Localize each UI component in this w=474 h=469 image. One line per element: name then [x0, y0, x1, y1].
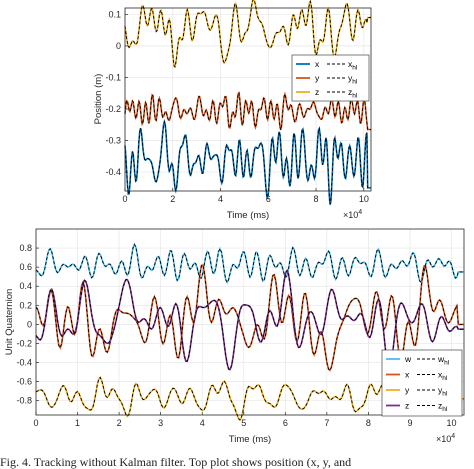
y-axis-label: Position (m)	[93, 74, 104, 125]
x-tick-label: 2	[117, 418, 122, 428]
legend-label-ref-y: yhl	[438, 385, 448, 398]
position-plot: 0 2 4 6 8 10 0.1 0 -0.1 -0.2 -0.3 -0.4 Time (ms) P…	[93, 0, 372, 221]
x-multiplier: ×104	[343, 209, 362, 220]
axes-box	[124, 7, 372, 192]
legend-label-y: y	[405, 385, 410, 395]
series-lines	[124, 0, 371, 205]
y-tick-label: -0.2	[16, 338, 32, 348]
reference-line-w	[35, 243, 464, 284]
legend-label-ref-y: yhl	[348, 73, 358, 86]
x-multiplier: ×104	[436, 433, 455, 444]
reference-line-z	[124, 0, 371, 68]
x-tick-label: 1	[75, 418, 80, 428]
legend-label-y: y	[315, 73, 320, 83]
legend-label-z: z	[405, 401, 409, 411]
x-axis-label: Time (ms)	[229, 434, 271, 445]
y-tick-label: 0	[116, 41, 121, 51]
legend-label-ref-x: xhl	[348, 59, 358, 72]
x-tick-label: 10	[447, 418, 457, 428]
y-tick-label: -0.4	[16, 358, 32, 368]
quaternion-plot: 0 1 2 3 4 5 6 7 8 9 10 0.8 0.6 0.4 0.2 0 -0.2 -0.4 -0.6 -0…	[4, 228, 465, 445]
x-tick-label: 2	[170, 194, 175, 204]
axes-box	[35, 228, 465, 416]
y-tick-label: -0.3	[105, 136, 121, 146]
reference-line-x	[35, 264, 464, 372]
y-axis-label: Unit Quaternion	[4, 289, 15, 356]
legend-label-ref-z: zhl	[348, 87, 358, 100]
y-tick-label: -0.4	[105, 167, 121, 177]
reference-line-x	[124, 120, 371, 205]
x-tick-label: 6	[283, 418, 288, 428]
figure: 0 2 4 6 8 10 0.10-0.1-0.2-0.3-0.4 Time (ms) P…	[4, 0, 465, 445]
series-line-y	[124, 91, 371, 131]
x-tick-label: 7	[324, 418, 329, 428]
y-tick-label: 0.2	[19, 300, 32, 310]
x-tick-label: 4	[200, 418, 205, 428]
figure-caption: Fig. 4. Tracking without Kalman filter. …	[0, 455, 352, 469]
x-axis-label: Time (ms)	[227, 210, 269, 221]
y-tick-label: -0.8	[16, 396, 32, 406]
x-tick-label: 0	[122, 194, 127, 204]
legend-label-ref-w: whl	[437, 354, 450, 367]
x-tick-label: 9	[407, 418, 412, 428]
legend-label-z: z	[315, 87, 319, 97]
legend-label-ref-z: zhl	[438, 401, 448, 414]
y-ticks: 0.1 0 -0.1 -0.2 -0.3 -0.4	[105, 9, 128, 177]
x-tick-label: 3	[158, 418, 163, 428]
x-tick-label: 0	[33, 418, 38, 428]
x-tick-label: 10	[359, 194, 369, 204]
y-tick-label: -0.2	[105, 104, 121, 114]
legend-label-w: w	[404, 354, 412, 364]
x-ticks: 0 2 4 6 8 10	[122, 188, 369, 204]
x-tick-label: 6	[266, 194, 271, 204]
y-ticks: 0.8 0.6 0.4 0.2 0 -0.2 -0.4 -0.6 -0.8	[16, 243, 39, 406]
x-tick-label: 8	[314, 194, 319, 204]
y-tick-label: 0.6	[19, 262, 32, 272]
y-tick-label: 0.8	[19, 243, 32, 253]
legend-label-x: x	[315, 59, 320, 69]
x-ticks: 0 1 2 3 4 5 6 7 8 9 10	[33, 412, 457, 428]
y-tick-label: 0.1	[108, 9, 121, 19]
x-tick-label: 8	[366, 418, 371, 428]
legend: x xhl y yhl z zhl	[291, 54, 370, 102]
legend-label-ref-x: xhl	[438, 370, 448, 383]
legend-label-x: x	[405, 370, 410, 380]
y-tick-label: -0.1	[105, 72, 121, 82]
y-tick-label: -0.6	[16, 377, 32, 387]
legend: w whl x xhl y yhl z zhl	[381, 349, 463, 417]
y-tick-label: 0.4	[19, 281, 32, 291]
x-tick-label: 4	[218, 194, 223, 204]
x-tick-label: 5	[241, 418, 246, 428]
y-tick-label: 0	[27, 319, 32, 329]
